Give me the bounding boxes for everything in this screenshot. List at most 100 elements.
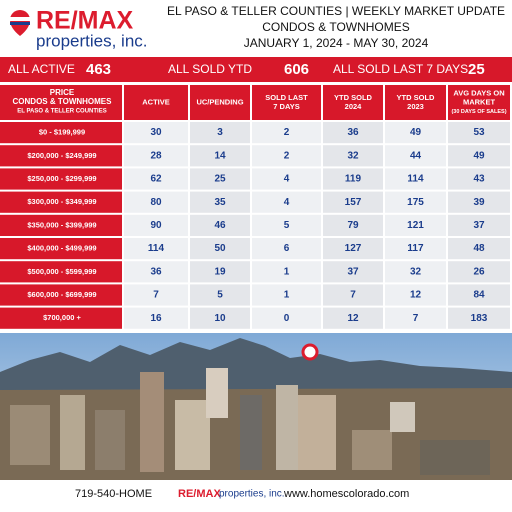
header-text: SOLD LAST xyxy=(265,93,308,102)
cell xyxy=(252,122,321,144)
cell-value: 114 xyxy=(407,174,424,185)
cell-value: 43 xyxy=(473,174,485,185)
header-text: 7 DAYS xyxy=(273,102,299,111)
footer-brand: RE/MAX xyxy=(178,488,221,500)
cell xyxy=(385,191,446,213)
cell-value: 2 xyxy=(284,127,290,138)
logo-stripe xyxy=(10,22,30,25)
row-label-cell xyxy=(0,238,122,260)
cell xyxy=(323,122,383,144)
cell xyxy=(448,145,510,167)
cell-value: 157 xyxy=(345,197,362,208)
cell-value: 49 xyxy=(473,150,485,161)
cell-value: 183 xyxy=(471,313,488,324)
row-label: $200,000 - $249,999 xyxy=(27,151,96,160)
row-label-cell xyxy=(0,214,122,236)
cell xyxy=(323,284,383,306)
header-cell xyxy=(448,85,510,120)
cell xyxy=(323,145,383,167)
cell-value: 14 xyxy=(214,150,226,161)
summary-value: 606 xyxy=(284,61,309,78)
cell-value: 121 xyxy=(407,220,424,231)
row-label-cell xyxy=(0,145,122,167)
row-label: $500,000 - $599,999 xyxy=(27,267,96,276)
cell-value: 7 xyxy=(350,290,356,301)
cell xyxy=(124,238,188,260)
cell-value: 3 xyxy=(217,127,223,138)
cell-value: 32 xyxy=(410,266,422,277)
row-label-cell xyxy=(0,191,122,213)
row-label-cell xyxy=(0,168,122,190)
cell xyxy=(190,238,250,260)
cell xyxy=(190,307,250,329)
cell-value: 127 xyxy=(345,243,362,254)
cell-value: 28 xyxy=(150,150,162,161)
row-label-cell xyxy=(0,261,122,283)
cell xyxy=(252,214,321,236)
cell-value: 4 xyxy=(284,197,290,208)
cell xyxy=(448,191,510,213)
cell xyxy=(323,214,383,236)
cell xyxy=(190,145,250,167)
cell xyxy=(252,168,321,190)
cell xyxy=(190,261,250,283)
cell-value: 1 xyxy=(284,290,290,301)
header-cell xyxy=(252,85,321,120)
logo-sub: properties, inc. xyxy=(36,31,148,50)
cell-value: 6 xyxy=(284,243,290,254)
cell-value: 1 xyxy=(284,266,290,277)
header-text: ACTIVE xyxy=(142,97,170,106)
cell xyxy=(385,284,446,306)
summary-value: 25 xyxy=(468,61,485,78)
row-label: $350,000 - $399,999 xyxy=(27,220,96,229)
cell xyxy=(124,214,188,236)
cell-value: 117 xyxy=(407,243,424,254)
cell xyxy=(124,284,188,306)
cell-value: 5 xyxy=(284,220,290,231)
header-cell xyxy=(323,85,383,120)
cell xyxy=(252,191,321,213)
cell xyxy=(252,145,321,167)
cell xyxy=(124,168,188,190)
logo-brand: RE/MAX xyxy=(36,7,134,35)
row-label: $700,000 + xyxy=(43,313,81,322)
cell xyxy=(124,122,188,144)
header-text: YTD SOLD xyxy=(334,93,373,102)
cell-value: 62 xyxy=(150,174,162,185)
row-label-cell xyxy=(0,284,122,306)
cell xyxy=(190,191,250,213)
cell-value: 25 xyxy=(214,174,226,185)
cell xyxy=(448,168,510,190)
cell-value: 4 xyxy=(284,174,290,185)
cell-value: 48 xyxy=(473,243,485,254)
cell-value: 5 xyxy=(217,290,223,301)
row-label: $400,000 - $499,999 xyxy=(27,244,96,253)
cell-value: 10 xyxy=(214,313,226,324)
cell xyxy=(385,214,446,236)
cell xyxy=(252,307,321,329)
cell-value: 37 xyxy=(473,220,485,231)
cell xyxy=(448,122,510,144)
header-cell xyxy=(385,85,446,120)
header-text: CONDOS & TOWNHOMES xyxy=(13,97,113,106)
cell-value: 37 xyxy=(347,266,359,277)
cell xyxy=(448,238,510,260)
row-label: $0 - $199,999 xyxy=(39,128,85,137)
cell xyxy=(323,238,383,260)
cell-value: 26 xyxy=(473,266,485,277)
cell-value: 39 xyxy=(473,197,485,208)
footer-phone: 719-540-HOME xyxy=(75,488,152,500)
cell xyxy=(448,284,510,306)
cell xyxy=(124,307,188,329)
cell xyxy=(385,307,446,329)
cell xyxy=(124,261,188,283)
row-label-cell xyxy=(0,307,122,329)
cell xyxy=(323,261,383,283)
cell-value: 32 xyxy=(347,150,359,161)
cell-value: 7 xyxy=(153,290,159,301)
cell-value: 114 xyxy=(148,243,165,254)
cell-value: 44 xyxy=(410,150,422,161)
cell-value: 119 xyxy=(345,174,362,185)
cell xyxy=(448,214,510,236)
cell-value: 19 xyxy=(214,266,226,277)
